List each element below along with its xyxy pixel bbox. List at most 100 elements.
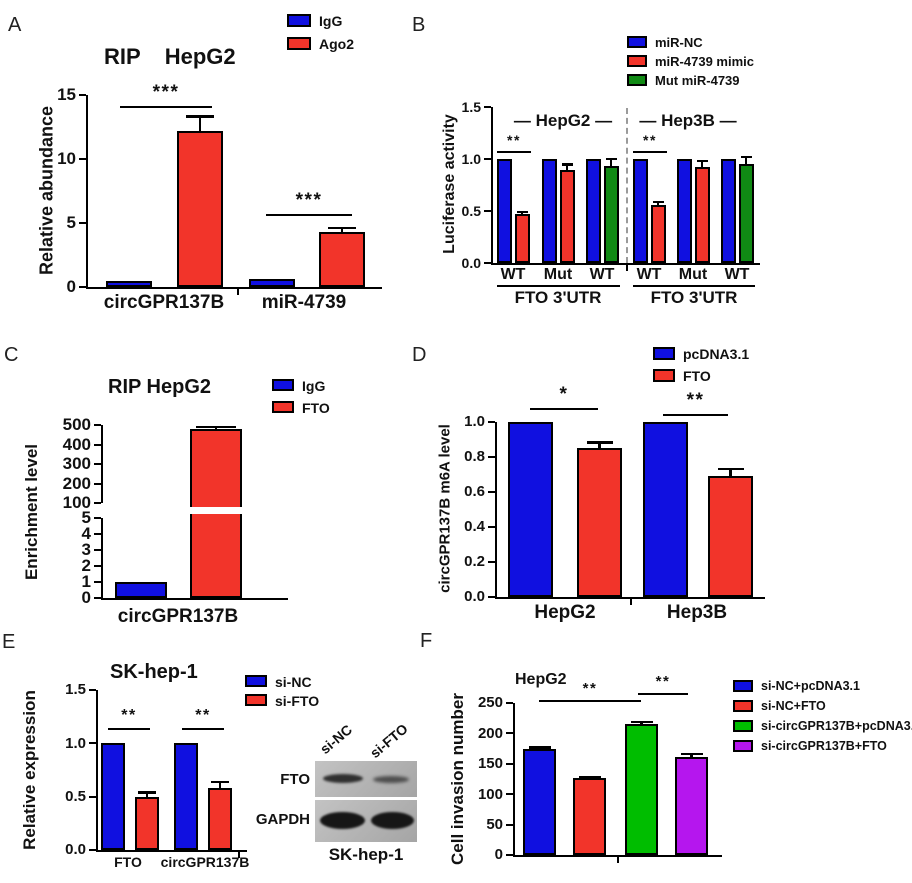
x-axis (495, 597, 765, 599)
blot-membrane-GAPDH (315, 800, 417, 842)
bar (721, 159, 736, 263)
significance-line (539, 700, 641, 702)
y-tick (79, 286, 86, 288)
legend-item: Ago2 (287, 36, 407, 59)
y-tick-label: 4 (81, 524, 91, 543)
bar (174, 743, 198, 850)
y-tick (506, 762, 513, 765)
legend-item: si-circGPR137B+FTO (733, 739, 912, 759)
panel-E-label: E (2, 631, 16, 653)
y-tick (484, 106, 491, 108)
error-bar-stem (218, 780, 222, 789)
x-axis-category-label: FTO (114, 854, 142, 870)
panel-D: D circGPR137B m6A level pcDNA3.1 FTO 0.0 0… (400, 340, 912, 635)
panel-F-chart: 0 50 100 150 200 250 ** ** (420, 628, 912, 883)
y-tick (89, 688, 96, 691)
significance-label: *** (152, 82, 180, 103)
y-axis (96, 690, 98, 850)
panel-A-title: RIP HepG2 (104, 44, 236, 69)
y-tick (94, 463, 101, 465)
panel-A: A RIP HepG2 Relative abundance IgG Ago2 0… (0, 0, 410, 340)
significance-label: ** (655, 673, 671, 690)
blot-caption: SK-hep-1 (328, 845, 404, 864)
blot-membrane-FTO (315, 761, 417, 797)
panel-F-label: F (420, 630, 433, 652)
legend-label: FTO (683, 368, 711, 384)
y-tick-label: 10 (57, 149, 76, 169)
y-tick-label: 0.4 (464, 518, 485, 536)
bar (497, 159, 512, 263)
panel-B-legend: miR-NC miR-4739 mimic Mut miR-4739 (627, 35, 807, 95)
panel-A-label: A (8, 14, 22, 36)
panel-D-legend: pcDNA3.1 FTO (653, 346, 783, 396)
x-axis (101, 598, 288, 600)
blot-band-GAPDH-siNC (320, 812, 365, 829)
y-tick (94, 482, 101, 485)
x-axis-category-label: Hep3B (666, 602, 728, 623)
y-tick-label: 0.2 (464, 553, 485, 571)
y-tick (94, 517, 101, 519)
legend-label: si-FTO (275, 693, 320, 709)
x-axis-group-tick (238, 852, 240, 858)
x-axis-category-label: circGPR137B (117, 606, 239, 627)
y-tick-label: 15 (57, 85, 76, 105)
bar (573, 777, 606, 855)
significance-label: ** (507, 132, 521, 148)
legend-label: IgG (302, 378, 326, 394)
significance-label: * (559, 384, 569, 405)
y-tick (488, 596, 495, 598)
legend-item: pcDNA3.1 (653, 346, 783, 368)
bar (675, 757, 708, 855)
legend-item: IgG (287, 13, 407, 36)
y-tick-label: 0 (81, 588, 91, 607)
x-axis-group-tick (630, 599, 632, 605)
error-bar-stem (340, 226, 344, 232)
y-axis (86, 95, 88, 287)
bar (542, 159, 557, 263)
bar (208, 788, 232, 850)
bar (106, 280, 152, 287)
y-tick-label: 5 (66, 213, 76, 233)
error-bar-stem (588, 775, 591, 778)
legend-item: si-circGPR137B+pcDNA3.1 (733, 719, 912, 739)
error-bar-stem (598, 441, 601, 449)
y-tick-label: 1.0 (65, 734, 86, 752)
significance-line (497, 151, 531, 153)
legend-label: Ago2 (319, 36, 354, 52)
error-bar-stem (729, 467, 732, 477)
significance-label: *** (295, 190, 323, 211)
bar (135, 796, 159, 850)
panel-E-title: SK-hep-1 (110, 661, 198, 683)
y-tick (506, 823, 513, 826)
y-tick-label: 5 (81, 508, 91, 527)
y-tick (79, 158, 86, 160)
y-tick (94, 549, 101, 551)
legend-item: si-NC (245, 674, 355, 693)
y-axis (495, 422, 497, 597)
error-bar-stem (520, 211, 524, 215)
x-axis-category-label: Mut (678, 266, 708, 283)
significance-label: ** (195, 707, 211, 724)
y-tick-label: 100 (477, 785, 503, 803)
panel-A-legend: IgG Ago2 (287, 13, 407, 63)
x-axis (513, 855, 722, 857)
panel-F: F HepG2 Cell invasion number si-NC+pcDNA… (420, 628, 912, 883)
y-tick-label: 0.0 (464, 588, 485, 606)
legend-label: Mut miR-4739 (655, 73, 740, 88)
legend-swatch-si-circGPR137B+pcDNA3.1 (733, 720, 753, 732)
legend-label: si-circGPR137B+pcDNA3.1 (761, 719, 912, 733)
y-tick (94, 597, 101, 599)
error-bar-stem (145, 791, 149, 797)
y-tick (94, 565, 101, 567)
error-bar-stem (538, 746, 541, 749)
y-axis (513, 703, 515, 855)
y-tick (79, 222, 86, 224)
legend-label: si-NC+FTO (761, 699, 826, 713)
x-axis-group-tick (626, 265, 628, 271)
legend-item: miR-NC (627, 35, 807, 54)
panel-D-chart: 0.0 0.2 0.4 0.6 0.8 1.0 * ** HepG2 Hep3B (400, 340, 912, 635)
legend-item: Mut miR-4739 (627, 73, 807, 92)
y-tick-label: 2 (81, 556, 91, 575)
legend-item: si-NC+FTO (733, 699, 912, 719)
legend-swatch-si-NC+pcDNA3.1 (733, 680, 753, 692)
